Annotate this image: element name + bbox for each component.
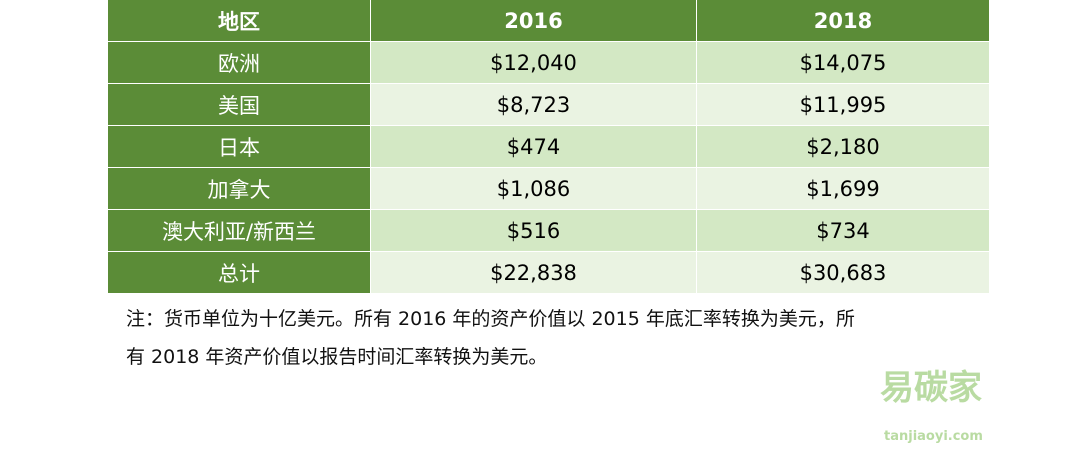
watermark-name: 易碳家 <box>880 368 982 408</box>
value-cell: $1,086 <box>370 167 697 210</box>
region-cell: 欧洲 <box>108 41 371 84</box>
note-line: 有 2018 年资产价值以报告时间汇率转换为美元。 <box>126 346 548 368</box>
table-row: 澳大利亚/新西兰 $516 $734 <box>108 209 990 252</box>
region-cell: 加拿大 <box>108 167 371 210</box>
value-cell: $474 <box>370 125 697 168</box>
value-cell: $22,838 <box>370 251 697 294</box>
value-cell: $516 <box>370 209 697 252</box>
table-row: 日本 $474 $2,180 <box>108 125 990 168</box>
watermark-url: tanjiaoyi.com <box>884 429 983 444</box>
header-cell: 2016 <box>370 0 697 42</box>
region-cell: 美国 <box>108 83 371 126</box>
value-cell: $1,699 <box>696 167 990 210</box>
value-cell: $14,075 <box>696 41 990 84</box>
region-cell: 澳大利亚/新西兰 <box>108 209 371 252</box>
value-cell: $11,995 <box>696 83 990 126</box>
table-body: 欧洲 $12,040 $14,075 美国 $8,723 $11,995 日本 $474 $2,… <box>108 41 990 294</box>
value-cell: $8,723 <box>370 83 697 126</box>
header-cell: 2018 <box>696 0 990 42</box>
value-cell: $12,040 <box>370 41 697 84</box>
table-row: 总计 $22,838 $30,683 <box>108 251 990 294</box>
note-line: 注：货币单位为十亿美元。所有 2016 年的资产价值以 2015 年底汇率转换为… <box>126 308 855 330</box>
page: 地区 2016 2018 欧洲 $12,040 $14,075 美国 $8,723 $11,9… <box>108 0 990 444</box>
header-cell: 地区 <box>108 0 371 42</box>
value-cell: $734 <box>696 209 990 252</box>
value-cell: $30,683 <box>696 251 990 294</box>
region-cell: 日本 <box>108 125 371 168</box>
value-cell: $2,180 <box>696 125 990 168</box>
region-cell: 总计 <box>108 251 371 294</box>
table-row: 美国 $8,723 $11,995 <box>108 83 990 126</box>
header-row: 地区 2016 2018 <box>108 0 990 42</box>
table-row: 欧洲 $12,040 $14,075 <box>108 41 990 84</box>
watermark: 易碳家 tanjiaoyi.com <box>880 360 1080 449</box>
table-row: 加拿大 $1,086 $1,699 <box>108 167 990 210</box>
data-table: 地区 2016 2018 欧洲 $12,040 $14,075 美国 $8,723 $11,9… <box>108 0 990 294</box>
